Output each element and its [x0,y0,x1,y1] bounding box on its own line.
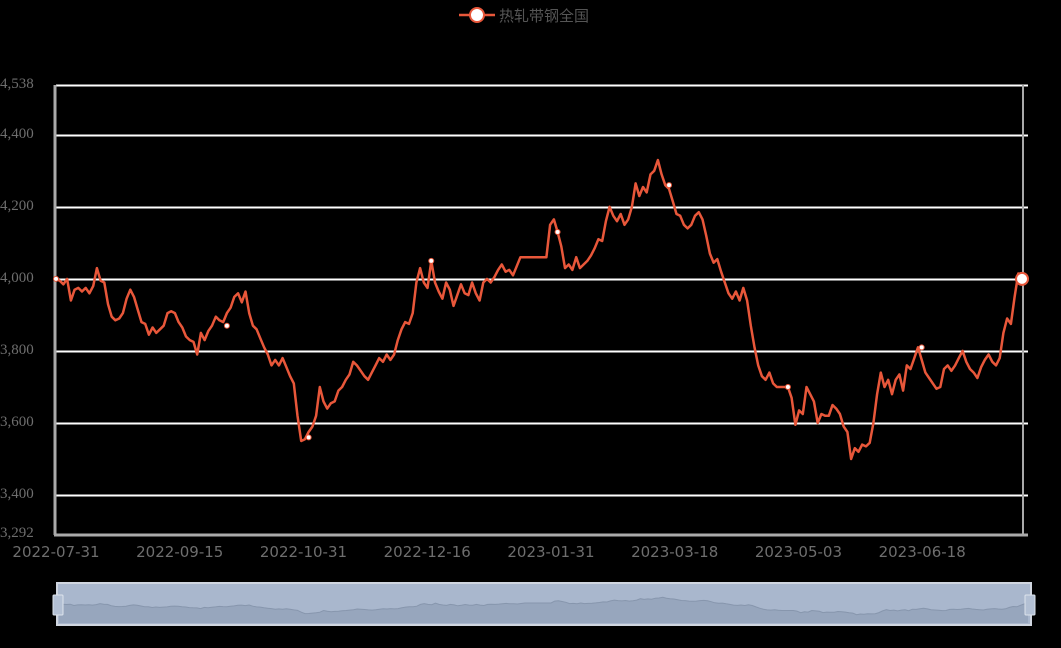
datazoom-slider[interactable] [52,582,1036,626]
datazoom-preview-line [58,596,1029,616]
y-tick-label: 3,400 [0,486,34,503]
x-tick-label: 2023-03-18 [631,543,719,561]
y-tick-label: 4,400 [0,125,34,142]
data-point-marker[interactable] [554,229,561,236]
y-tick-label: 4,000 [0,269,34,286]
x-tick-label: 2022-12-16 [383,543,471,561]
x-tick-label: 2022-07-31 [12,543,100,561]
legend-item[interactable]: 热轧带钢全国 [458,3,589,27]
data-point-marker[interactable] [666,182,673,189]
data-point-marker[interactable] [223,322,230,329]
y-tick-label: 3,600 [0,414,34,430]
datazoom-handle-right[interactable] [1024,594,1036,616]
data-point-marker[interactable] [428,257,435,264]
x-tick-label: 2023-06-18 [878,543,966,561]
datazoom-handle-left[interactable] [52,594,64,616]
y-tick-label: 4,538 [0,76,34,92]
y-tick-label: 3,800 [0,341,34,358]
data-point-marker[interactable] [53,275,59,282]
x-tick-label: 2022-10-31 [259,543,348,561]
x-tick-label: 2023-01-31 [507,543,595,561]
y-tick-label: 4,200 [0,197,34,214]
data-point-marker[interactable] [784,383,791,390]
x-tick-label: 2023-05-03 [754,543,843,561]
legend-line-circle-icon [458,3,496,27]
data-point-marker[interactable] [305,434,312,441]
x-tick-label: 2022-09-15 [136,543,224,561]
gridlines [56,84,1028,497]
data-point-markers [53,182,1029,441]
data-point-marker[interactable] [1015,271,1029,286]
y-tick-label: 3,292 [0,525,34,541]
legend-label: 热轧带钢全国 [499,6,590,25]
series-line[interactable] [55,158,1024,461]
datazoom-preview-area [59,597,1028,623]
data-point-marker[interactable] [918,344,925,351]
